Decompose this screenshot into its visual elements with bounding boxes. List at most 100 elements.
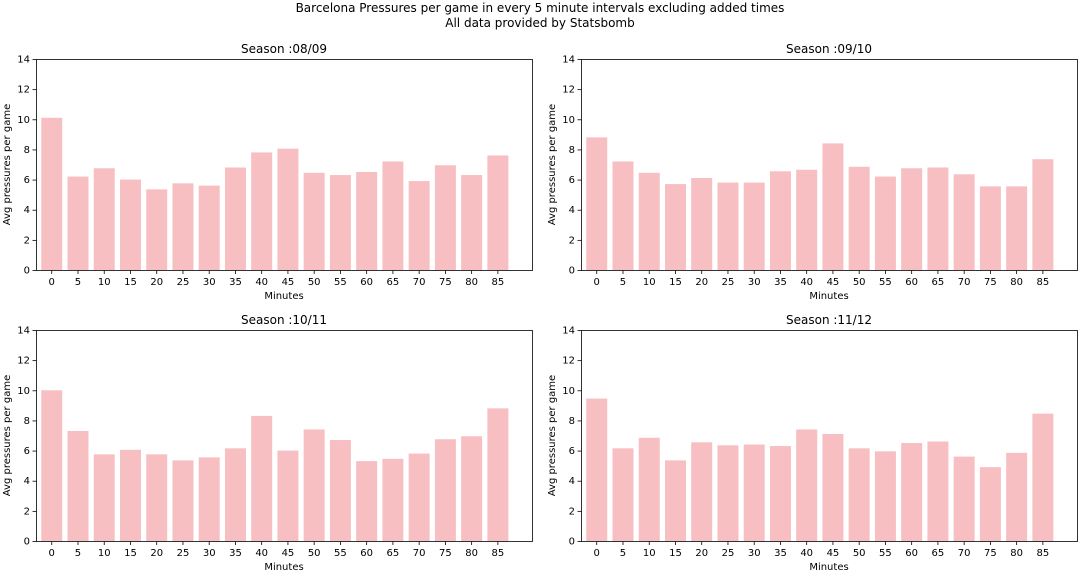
x-tick-label: 50 <box>308 277 321 288</box>
y-tick-label: 12 <box>562 356 575 367</box>
y-tick-label: 10 <box>17 115 30 126</box>
y-tick-label: 10 <box>562 386 575 397</box>
x-tick-label: 55 <box>334 277 347 288</box>
x-tick-label: 60 <box>360 548 373 559</box>
x-tick-label: 35 <box>774 548 787 559</box>
x-tick-label: 85 <box>1037 277 1050 288</box>
x-tick-label: 65 <box>932 548 945 559</box>
x-tick-label: 45 <box>282 277 295 288</box>
x-axis-label: Minutes <box>809 291 848 302</box>
bar-5 <box>67 176 89 270</box>
y-tick-label: 4 <box>569 476 575 487</box>
x-tick-label: 55 <box>334 548 347 559</box>
bar-15 <box>664 184 686 270</box>
x-tick-label: 85 <box>492 548 505 559</box>
bar-55 <box>329 440 351 541</box>
x-tick-label: 45 <box>827 277 840 288</box>
y-tick-label: 12 <box>562 85 575 96</box>
axes-frame <box>581 59 1078 271</box>
bar-80 <box>1006 186 1028 270</box>
axes-frame <box>36 59 533 271</box>
x-tick-label: 85 <box>1037 548 1050 559</box>
bar-70 <box>953 456 975 541</box>
subplot-2: 0 2 4 6 8 10 12 14 0 5 10 15 20 25 30 35 40 45 50 55 60 65 70 7… <box>547 42 1078 302</box>
y-tick-label: 10 <box>562 115 575 126</box>
y-tick-label: 14 <box>17 326 30 337</box>
bar-10 <box>93 454 115 541</box>
x-tick-label: 60 <box>360 277 373 288</box>
x-tick-label: 25 <box>722 548 735 559</box>
bar-10 <box>638 172 660 270</box>
x-tick-label: 20 <box>150 277 163 288</box>
x-tick-label: 55 <box>879 548 892 559</box>
bar-0 <box>41 117 63 270</box>
bar-25 <box>717 182 739 270</box>
x-tick-label: 65 <box>932 277 945 288</box>
bar-70 <box>408 181 430 270</box>
bar-10 <box>93 168 115 270</box>
bar-55 <box>874 451 896 541</box>
x-tick-label: 0 <box>49 548 55 559</box>
bar-80 <box>1006 452 1028 541</box>
x-tick-label: 70 <box>413 277 426 288</box>
bar-45 <box>277 148 299 270</box>
bar-15 <box>119 179 141 270</box>
x-tick-label: 70 <box>958 548 971 559</box>
x-tick-label: 75 <box>439 548 452 559</box>
bar-20 <box>691 178 713 270</box>
y-tick-label: 14 <box>562 55 575 66</box>
bar-60 <box>901 168 923 270</box>
y-tick-label: 4 <box>24 205 30 216</box>
x-tick-label: 80 <box>1010 548 1023 559</box>
bar-35 <box>769 446 791 541</box>
y-tick-label: 12 <box>17 85 30 96</box>
x-tick-label: 10 <box>643 548 656 559</box>
subplot-title: Season :09/10 <box>786 42 872 56</box>
bar-5 <box>67 430 89 541</box>
x-tick-label: 80 <box>465 548 478 559</box>
bar-40 <box>796 429 818 541</box>
y-tick-label: 12 <box>17 356 30 367</box>
y-tick-label: 8 <box>24 145 30 156</box>
bar-75 <box>979 467 1001 541</box>
bar-30 <box>198 185 220 270</box>
bar-30 <box>743 182 765 270</box>
y-tick-label: 4 <box>24 476 30 487</box>
x-tick-label: 20 <box>150 548 163 559</box>
x-tick-label: 50 <box>853 548 866 559</box>
subplot-title: Season :10/11 <box>241 313 327 327</box>
bar-50 <box>848 166 870 270</box>
x-tick-label: 70 <box>958 277 971 288</box>
bar-85 <box>487 155 509 270</box>
bar-5 <box>612 161 634 270</box>
x-tick-label: 80 <box>465 277 478 288</box>
bar-60 <box>356 172 378 270</box>
x-tick-label: 60 <box>905 277 918 288</box>
y-tick-label: 14 <box>562 326 575 337</box>
subplot-1: 0 2 4 6 8 10 12 14 0 5 10 15 20 25 30 35 40 45 50 55 60 65 70 7… <box>2 42 533 302</box>
bar-50 <box>303 172 325 270</box>
subplot-title: Season :11/12 <box>786 313 872 327</box>
bar-15 <box>119 449 141 541</box>
x-tick-label: 45 <box>282 548 295 559</box>
x-tick-label: 30 <box>203 548 216 559</box>
bar-30 <box>198 457 220 541</box>
bar-60 <box>901 443 923 541</box>
x-tick-label: 0 <box>594 548 600 559</box>
x-tick-label: 35 <box>229 548 242 559</box>
bar-10 <box>638 437 660 541</box>
bar-45 <box>277 450 299 541</box>
bar-15 <box>664 460 686 541</box>
bar-0 <box>41 390 63 541</box>
x-tick-label: 75 <box>984 548 997 559</box>
bar-85 <box>487 408 509 541</box>
bar-35 <box>224 167 246 270</box>
x-tick-label: 40 <box>800 548 813 559</box>
y-axis-label: Avg pressures per game <box>547 104 558 225</box>
bar-20 <box>691 442 713 541</box>
y-tick-label: 6 <box>24 175 30 186</box>
y-tick-label: 6 <box>24 446 30 457</box>
x-axis-label: Minutes <box>264 291 303 302</box>
x-tick-label: 55 <box>879 277 892 288</box>
x-tick-label: 70 <box>413 548 426 559</box>
